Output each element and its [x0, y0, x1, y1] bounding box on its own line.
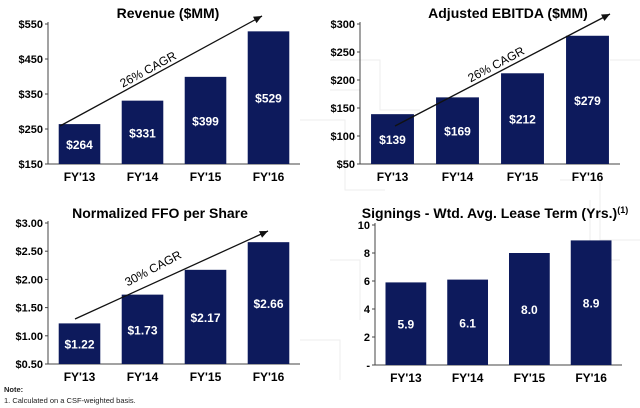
chart-title: Revenue ($MM): [117, 5, 220, 21]
bar: [121, 294, 164, 364]
y-tick-label: $0.50: [15, 359, 43, 371]
y-tick-label: $1.50: [15, 303, 43, 315]
bar: [247, 31, 290, 164]
y-tick-label: 6: [364, 276, 370, 288]
chart-title: Adjusted EBITDA ($MM): [428, 5, 588, 21]
bar-value-label: $212: [509, 113, 536, 127]
bar: [121, 100, 164, 164]
bar-value-label: 5.9: [398, 318, 415, 332]
x-category-label: FY'14: [127, 170, 159, 184]
bar-value-label: $279: [574, 94, 601, 108]
y-tick-label: $250: [19, 124, 43, 136]
bar-value-label: 8.9: [583, 297, 600, 311]
bar-value-label: $1.22: [64, 338, 94, 352]
bar: [447, 279, 489, 365]
bar: [436, 97, 479, 164]
bar-value-label: 6.1: [459, 316, 476, 330]
cagr-arrow-head: [253, 16, 262, 24]
y-tick-label: $2.00: [15, 274, 43, 286]
cagr-arrow-line: [394, 13, 611, 127]
x-category-label: FY'14: [452, 371, 484, 385]
adjusted-ebitda-chart: Adjusted EBITDA ($MM) $50 $100 $150 $200 $250…: [320, 0, 640, 195]
normalized-ffo-chart: Normalized FFO per Share $0.50 $1.00 $1.50 $…: [0, 195, 320, 385]
x-category-label: FY'13: [64, 170, 96, 184]
x-category-label: FY'15: [507, 170, 539, 184]
x-category-label: FY'16: [572, 170, 604, 184]
cagr-arrow-head: [601, 14, 610, 22]
chart-title: Signings - Wtd. Avg. Lease Term (Yrs.)(1…: [362, 205, 628, 221]
bar: [58, 124, 101, 164]
bar: [508, 253, 550, 365]
y-tick-label: -: [366, 360, 370, 372]
bar-value-label: $1.73: [127, 323, 157, 337]
bar: [570, 240, 612, 365]
y-tick-label: $50: [337, 159, 355, 171]
x-category-label: FY'13: [64, 370, 96, 384]
x-category-label: FY'13: [377, 170, 409, 184]
y-tick-label: $2.50: [15, 246, 43, 258]
bar-value-label: $2.66: [253, 297, 283, 311]
x-category-label: FY'15: [190, 370, 222, 384]
bar: [184, 269, 227, 364]
bar: [371, 114, 414, 164]
bar: [184, 76, 227, 164]
y-tick-label: 4: [364, 304, 371, 316]
y-tick-label: $250: [331, 47, 355, 59]
y-tick-label: 2: [364, 332, 370, 344]
cagr-arrow-head: [259, 231, 268, 238]
bar-value-label: $169: [444, 125, 471, 139]
cagr-arrow-line: [59, 15, 263, 127]
x-category-label: FY'15: [514, 371, 546, 385]
y-tick-label: 10: [358, 220, 370, 232]
x-category-label: FY'14: [127, 370, 159, 384]
y-tick-label: $100: [331, 131, 355, 143]
y-tick-label: 8: [364, 248, 370, 260]
bar-value-label: $2.17: [190, 311, 220, 325]
y-tick-label: $150: [19, 159, 43, 171]
y-tick-label: $550: [19, 19, 43, 31]
bar: [247, 242, 290, 364]
x-category-label: FY'15: [190, 170, 222, 184]
y-tick-label: $300: [331, 19, 355, 31]
bar-value-label: $264: [66, 138, 93, 152]
revenue-chart: Revenue ($MM) $150 $250 $350 $450 $550 $264 FY'…: [0, 0, 320, 195]
bar-value-label: $399: [192, 114, 219, 128]
x-category-label: FY'14: [442, 170, 474, 184]
bar-value-label: $139: [379, 133, 406, 147]
bar: [385, 282, 427, 365]
x-category-label: FY'16: [253, 370, 285, 384]
x-category-label: FY'16: [253, 170, 285, 184]
footnote-item: 1. Calculated on a CSF-weighted basis.: [4, 396, 136, 405]
x-category-label: FY'16: [575, 371, 607, 385]
bar: [58, 323, 101, 364]
cagr-annotation: 26% CAGR: [117, 48, 178, 90]
y-tick-label: $200: [331, 75, 355, 87]
x-category-label: FY'13: [390, 371, 422, 385]
bar-value-label: $331: [129, 126, 156, 140]
bar: [501, 73, 544, 164]
y-tick-label: $350: [19, 89, 43, 101]
bar: [566, 35, 609, 165]
footnote-heading: Note:: [4, 385, 24, 394]
y-tick-label: $150: [331, 103, 355, 115]
bar-value-label: 8.0: [521, 303, 538, 317]
chart-title: Normalized FFO per Share: [72, 205, 248, 221]
y-tick-label: $1.00: [15, 331, 43, 343]
y-tick-label: $450: [19, 54, 43, 66]
title-footnote-marker: (1): [617, 205, 628, 215]
bar-value-label: $529: [255, 92, 282, 106]
y-tick-label: $3.00: [15, 218, 43, 230]
lease-term-chart: Signings - Wtd. Avg. Lease Term (Yrs.)(1…: [320, 195, 640, 385]
cagr-arrow-line: [74, 230, 269, 320]
